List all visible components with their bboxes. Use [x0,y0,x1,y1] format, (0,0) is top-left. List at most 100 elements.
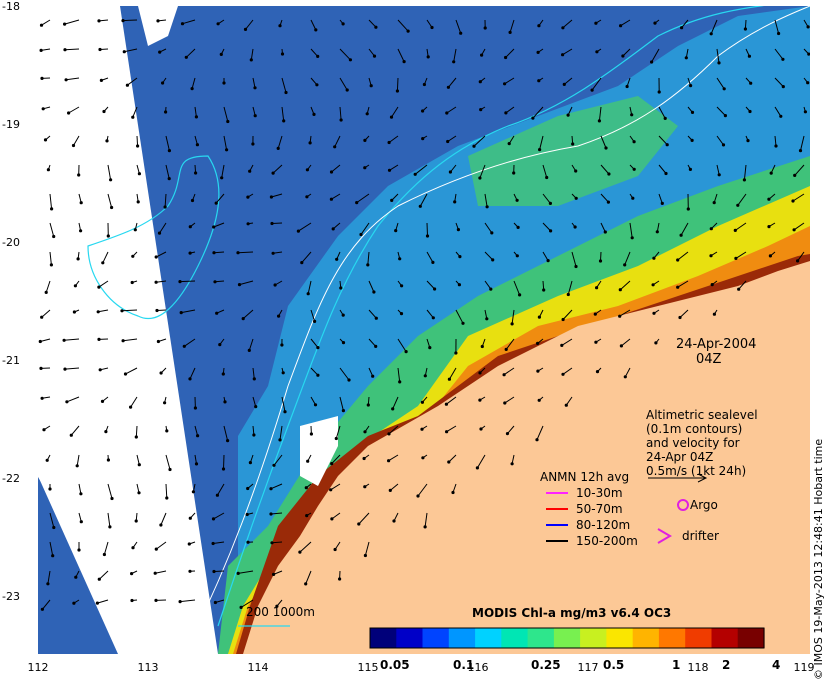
velocity-arrow [98,280,109,288]
velocity-arrow-head [748,109,752,114]
velocity-arrow-head [167,149,171,153]
velocity-arrow-head [387,140,391,145]
velocity-arrow-head [129,405,133,409]
velocity-arrow-head [607,172,611,176]
velocity-arrow-head [239,605,243,610]
velocity-arrow [679,309,689,318]
velocity-arrow [424,512,428,527]
velocity-arrow-head [196,434,200,438]
velocity-arrow-head [426,55,430,59]
velocity-arrow-head [363,553,367,558]
velocity-arrow-head [774,144,778,148]
velocity-arrow-head [388,488,392,492]
velocity-arrow-head [448,170,452,174]
velocity-arrow-head [779,114,783,118]
velocity-arrow-head [72,601,76,605]
velocity-arrow-head [269,512,273,516]
velocity-arrow-head [270,541,274,545]
velocity-arrow-head [650,60,654,64]
velocity-arrow-head [313,319,317,323]
velocity-arrow-head [363,138,367,142]
velocity-arrow-head [63,22,67,26]
velocity-arrow [716,106,726,116]
velocity-arrow [127,77,138,86]
velocity-arrow [305,570,312,585]
velocity-arrow-head [548,201,552,205]
velocity-arrow [270,512,283,515]
velocity-arrow [536,425,544,440]
velocity-arrow [368,19,377,28]
velocity-arrow-head [271,171,275,175]
velocity-arrow [250,48,254,60]
velocity-arrow-head [72,310,76,314]
velocity-arrow-head [684,56,688,60]
velocity-arrow-head [296,229,300,233]
velocity-arrow-head [431,316,435,320]
velocity-arrow-head [110,205,114,210]
velocity-arrow [68,106,80,114]
velocity-arrow-head [77,173,81,177]
velocity-arrow-head [137,491,141,495]
velocity-arrow-head [458,255,462,259]
velocity-arrow-head [618,288,622,292]
velocity-arrow-head [159,523,163,527]
colorbar-segment [580,628,607,648]
colorbar-segment [501,628,529,648]
velocity-arrow-head [215,311,219,315]
colorbar-segment [606,628,634,648]
velocity-arrow-head [341,313,345,317]
velocity-arrow [446,425,457,433]
velocity-arrow-head [39,366,43,370]
velocity-arrow [47,570,51,584]
velocity-arrow-head [404,350,408,354]
velocity-arrow [710,19,718,34]
velocity-arrow [194,106,197,117]
velocity-arrow [426,222,428,237]
velocity-arrow-head [73,284,77,288]
velocity-arrow [136,454,140,465]
velocity-arrow-head [710,283,714,287]
velocity-arrow [156,541,167,550]
anmn-item-label: 150-200m [576,534,638,548]
velocity-arrow-head [406,29,410,33]
velocity-arrow-head [536,50,540,55]
velocity-arrow [448,77,457,88]
velocity-arrow-head [163,401,167,405]
velocity-arrow-head [723,114,728,118]
velocity-arrow [455,309,464,324]
velocity-arrow [213,541,225,544]
velocity-arrow-head [595,50,599,54]
velocity-arrow-head [41,107,45,111]
velocity-arrow-head [165,496,169,500]
velocity-arrow [484,193,488,207]
velocity-arrow-head [420,427,424,431]
velocity-arrow-head [664,171,668,176]
velocity-arrow [397,367,401,382]
velocity-arrow-head [133,228,137,232]
velocity-arrow-head [717,173,721,177]
velocity-arrow-head [452,60,456,64]
anmn-item-label: 80-120m [576,518,631,532]
velocity-arrow-head [214,201,218,205]
velocity-arrow-head [99,78,103,82]
velocity-arrow-head [276,146,280,150]
velocity-arrow-head [516,225,520,229]
velocity-arrow-head [391,407,395,411]
velocity-arrow-head [456,228,460,232]
velocity-arrow-head [651,283,655,287]
velocity-arrow-head [453,200,457,204]
velocity-arrow [774,48,784,60]
velocity-arrow [155,251,167,258]
velocity-arrow [298,222,312,232]
velocity-arrow-head [211,541,215,546]
velocity-arrow [66,396,80,403]
velocity-arrow-head [236,571,240,576]
velocity-arrow-head [39,23,44,27]
velocity-arrow-head [218,343,222,347]
velocity-arrow-head [561,372,565,376]
velocity-arrow-head [168,467,172,472]
velocity-arrow-head [188,569,192,573]
velocity-arrow-head [679,233,683,237]
velocity-arrow [505,338,515,350]
colorbar-tick: 0.25 [531,658,561,672]
